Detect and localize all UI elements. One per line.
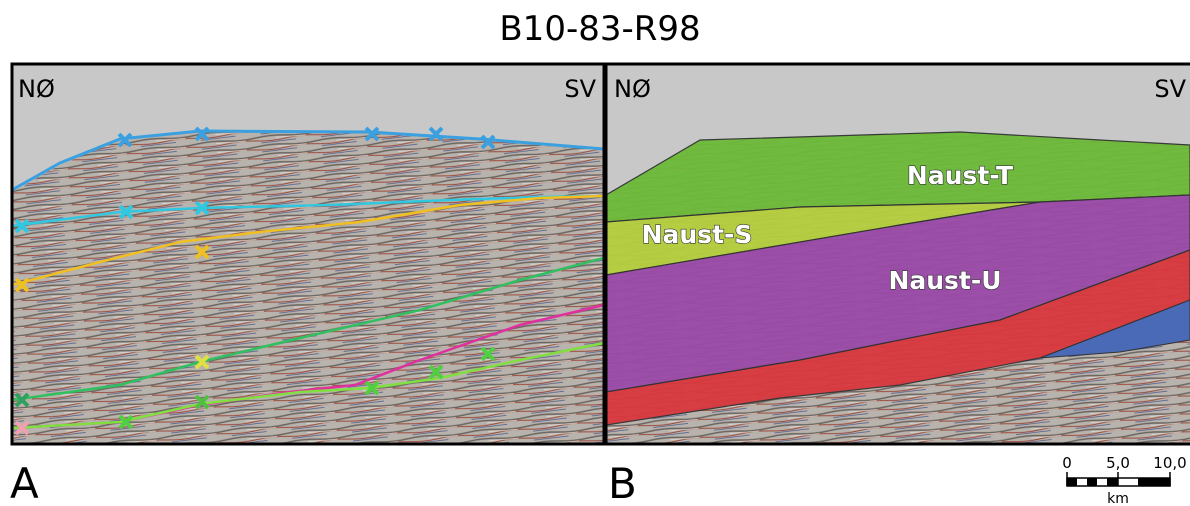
panel-label: A (10, 459, 39, 506)
direction-label: NØ (18, 75, 55, 103)
scale-tick-label: 5,0 (1106, 454, 1130, 472)
scale-bar: 0 5,0 10,0 km (1062, 454, 1186, 506)
scale-tick-label: 0 (1062, 454, 1072, 472)
direction-label: SV (564, 75, 596, 103)
unit-label: Naust-S (642, 220, 753, 249)
direction-label: SV (1154, 75, 1186, 103)
panel-a (12, 64, 604, 444)
scale-tick-label: 10,0 (1153, 454, 1186, 472)
title: B10-83-R98 (499, 9, 700, 49)
figure: B10-83-R98 NØ SV NØ SV Naust-T Naust-S N… (0, 0, 1190, 506)
unit-label: Naust-T (907, 161, 1013, 190)
panel-label: B (608, 459, 637, 506)
scale-unit: km (1107, 491, 1129, 506)
seismic (12, 132, 604, 444)
panel-b (606, 64, 1190, 444)
direction-label: NØ (614, 75, 651, 103)
unit-label: Naust-U (888, 266, 1001, 295)
